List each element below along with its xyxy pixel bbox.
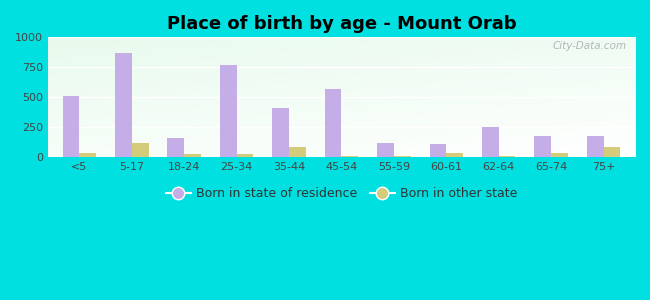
Bar: [168, 138, 184, 157]
Bar: [289, 147, 306, 157]
Bar: [79, 153, 96, 157]
Title: Place of birth by age - Mount Orab: Place of birth by age - Mount Orab: [166, 15, 516, 33]
Bar: [430, 144, 447, 157]
Bar: [394, 155, 411, 157]
Bar: [220, 65, 237, 157]
Bar: [341, 155, 358, 157]
Bar: [551, 152, 568, 157]
Bar: [377, 143, 394, 157]
Bar: [184, 154, 201, 157]
Bar: [534, 136, 551, 157]
Bar: [324, 89, 341, 157]
Bar: [62, 96, 79, 157]
Bar: [447, 152, 463, 157]
Bar: [587, 136, 604, 157]
Bar: [237, 154, 254, 157]
Bar: [482, 127, 499, 157]
Legend: Born in state of residence, Born in other state: Born in state of residence, Born in othe…: [161, 182, 522, 205]
Bar: [115, 53, 132, 157]
Text: City-Data.com: City-Data.com: [552, 41, 626, 51]
Bar: [604, 146, 620, 157]
Bar: [499, 155, 515, 157]
Bar: [132, 143, 148, 157]
Bar: [272, 107, 289, 157]
